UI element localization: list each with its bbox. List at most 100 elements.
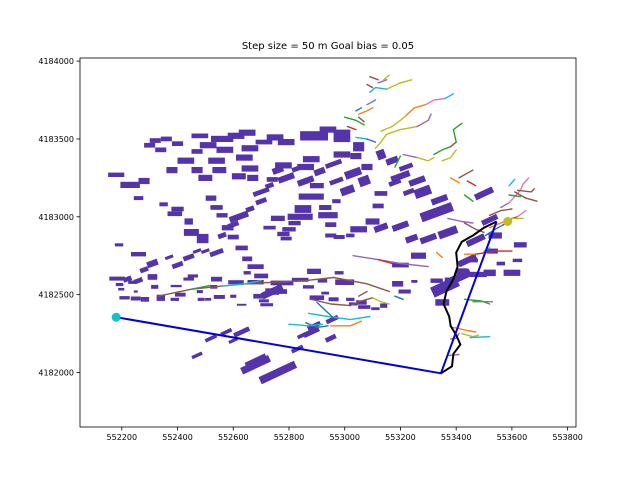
- building: [419, 232, 438, 245]
- building: [280, 236, 292, 241]
- smoothed-path: [440, 220, 498, 375]
- building: [252, 186, 270, 197]
- building: [166, 167, 178, 174]
- tree-edge: [514, 191, 538, 202]
- building: [392, 281, 404, 287]
- building: [122, 275, 133, 283]
- tree-edge: [416, 113, 432, 128]
- building: [139, 266, 149, 274]
- building: [333, 151, 351, 158]
- building: [275, 162, 292, 169]
- building: [274, 289, 287, 294]
- building: [483, 269, 496, 277]
- building: [457, 253, 478, 268]
- building: [350, 153, 362, 160]
- building: [309, 183, 324, 189]
- building: [228, 337, 239, 344]
- building: [212, 167, 227, 174]
- tree-edge: [508, 194, 521, 198]
- chart-title: Step size = 50 m Goal bias = 0.05: [242, 41, 414, 52]
- building: [191, 133, 209, 139]
- building: [192, 248, 202, 254]
- building: [255, 139, 273, 145]
- tree-edge: [444, 93, 455, 100]
- building: [213, 295, 225, 299]
- building: [210, 205, 223, 210]
- building: [287, 213, 313, 220]
- tree-edge: [452, 122, 463, 143]
- building: [205, 195, 217, 201]
- building: [372, 203, 384, 209]
- tree-edge: [277, 276, 335, 283]
- tree-edge: [433, 145, 452, 156]
- tree-edge: [369, 75, 379, 81]
- tree-edge: [484, 223, 505, 237]
- building: [119, 296, 130, 300]
- building: [208, 157, 225, 164]
- building: [357, 174, 372, 188]
- building: [333, 129, 351, 143]
- building: [227, 234, 239, 240]
- building: [211, 276, 223, 282]
- building: [266, 177, 278, 182]
- building: [328, 297, 339, 302]
- building: [325, 222, 337, 227]
- tree-edge: [383, 74, 390, 81]
- building: [236, 303, 247, 306]
- tree-edge: [346, 125, 357, 131]
- building: [191, 351, 203, 360]
- building: [470, 271, 487, 278]
- building: [277, 139, 295, 146]
- y-tick-label: 4182000: [38, 369, 74, 378]
- tree-edge: [405, 103, 427, 117]
- building: [392, 262, 409, 268]
- buildings-layer: [108, 126, 527, 385]
- building: [319, 205, 332, 210]
- y-axis: 4182000 4182500 4183000 4183500 4184000: [38, 57, 80, 378]
- building: [361, 163, 373, 171]
- building: [411, 252, 426, 259]
- building: [375, 148, 387, 161]
- building: [170, 284, 182, 288]
- building: [302, 285, 314, 289]
- tree-edge: [330, 320, 363, 327]
- tree-edge: [447, 217, 474, 224]
- building: [294, 205, 312, 213]
- building: [133, 196, 144, 201]
- building: [191, 167, 203, 174]
- building: [325, 233, 337, 238]
- building: [209, 248, 224, 258]
- building: [260, 283, 284, 300]
- building: [183, 229, 199, 236]
- building: [151, 284, 159, 289]
- tree-edge: [463, 194, 474, 202]
- tree-edge: [310, 298, 351, 307]
- tree-edge: [516, 188, 535, 193]
- tree-edge: [449, 332, 460, 340]
- building: [128, 280, 137, 284]
- tree-edge: [475, 250, 513, 255]
- tree-edge: [190, 284, 212, 290]
- building: [334, 271, 344, 275]
- building: [241, 165, 259, 172]
- building: [365, 218, 380, 225]
- building: [335, 279, 355, 285]
- building: [297, 163, 314, 171]
- building: [115, 283, 124, 287]
- building: [270, 215, 285, 221]
- tree-edge: [316, 301, 335, 319]
- building: [236, 154, 253, 161]
- x-tick-label: 553000: [329, 433, 360, 442]
- building: [228, 210, 250, 224]
- tree-edge: [458, 169, 474, 179]
- building: [263, 225, 276, 230]
- building: [430, 193, 449, 206]
- building: [437, 225, 459, 240]
- start-marker: [111, 312, 121, 322]
- building: [196, 290, 203, 294]
- x-tick-label: 553800: [552, 433, 583, 442]
- building: [374, 191, 388, 196]
- tree-edge: [516, 209, 527, 218]
